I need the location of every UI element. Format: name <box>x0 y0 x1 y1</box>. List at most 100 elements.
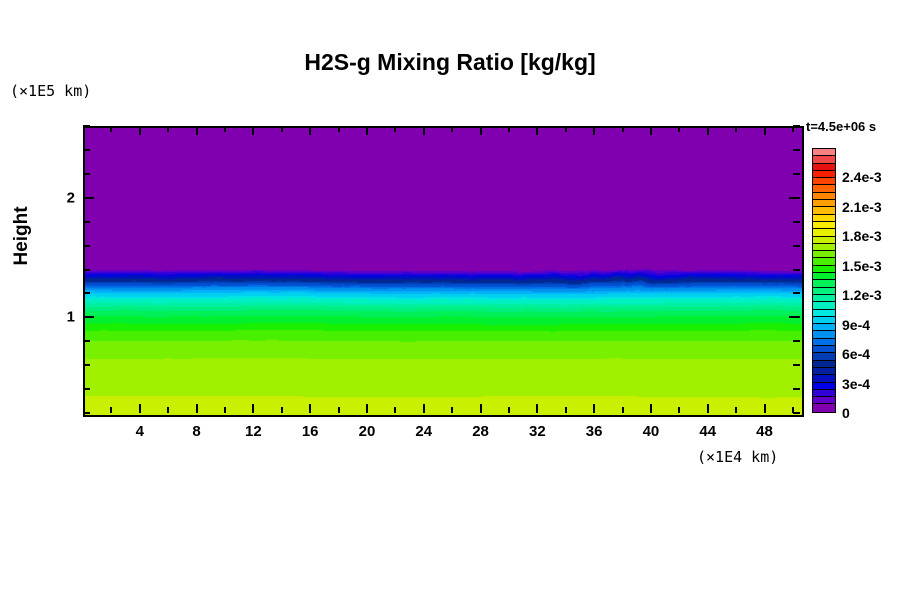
y-tick-0.6 <box>83 364 90 367</box>
y-tick-label-2: 2 <box>66 189 75 207</box>
x-tick-top-12 <box>252 126 255 135</box>
x-tick-44 <box>706 404 709 413</box>
colorbar-tick-label-6: 6e-4 <box>842 346 871 363</box>
x-tick-top-40 <box>649 126 652 135</box>
y-tick-2 <box>83 196 94 199</box>
y-tick-right-1.6 <box>793 244 800 247</box>
colorbar-band-2 <box>813 389 835 398</box>
y-tick-right-0.2 <box>793 412 800 414</box>
colorbar-band-11 <box>813 324 835 332</box>
x-tick-top-20 <box>365 126 368 135</box>
colorbar-band-34 <box>813 156 835 164</box>
x-tick-38 <box>621 407 624 413</box>
y-tick-right-2.6 <box>793 125 800 127</box>
x-tick-label-36: 36 <box>585 423 603 440</box>
x-tick-top-50 <box>791 126 794 132</box>
x-axis-unit-annotation: (×1E4 km) <box>697 448 779 466</box>
colorbar-band-17 <box>813 280 835 288</box>
colorbar-tick-label-2: 1.8e-3 <box>842 228 882 245</box>
x-tick-8 <box>195 404 198 413</box>
colorbar-band-22 <box>813 243 835 252</box>
heatmap-plot-area <box>83 126 804 417</box>
y-tick-1.4 <box>83 268 90 271</box>
y-tick-right-0.4 <box>793 388 800 391</box>
colorbar-band-3 <box>813 382 835 390</box>
x-tick-40 <box>649 404 652 413</box>
heatmap-field <box>85 128 802 415</box>
x-tick-6 <box>167 407 170 413</box>
colorbar-band-0 <box>813 404 835 412</box>
colorbar-band-26 <box>813 214 835 222</box>
colorbar-band-35 <box>813 149 835 157</box>
y-axis-title: Height <box>11 206 32 266</box>
x-tick-top-26 <box>451 126 454 132</box>
y-tick-right-0.6 <box>793 364 800 367</box>
colorbar-band-19 <box>813 265 835 274</box>
colorbar-band-9 <box>813 338 835 347</box>
colorbar-band-31 <box>813 178 835 186</box>
y-tick-0.4 <box>83 388 90 391</box>
colorbar <box>812 148 836 413</box>
x-tick-22 <box>394 407 397 413</box>
colorbar-band-21 <box>813 251 835 259</box>
y-tick-label-1: 1 <box>66 308 75 326</box>
x-tick-top-2 <box>110 126 113 132</box>
y-tick-2.4 <box>83 148 90 151</box>
x-tick-20 <box>365 404 368 413</box>
x-tick-label-24: 24 <box>415 423 433 440</box>
y-tick-0.2 <box>83 412 90 414</box>
y-tick-1.6 <box>83 244 90 247</box>
x-tick-top-10 <box>223 126 226 132</box>
x-tick-top-48 <box>763 126 766 135</box>
x-tick-label-40: 40 <box>642 423 660 440</box>
x-tick-46 <box>735 407 738 413</box>
y-tick-right-1.4 <box>793 268 800 271</box>
x-tick-label-12: 12 <box>245 423 262 440</box>
x-tick-16 <box>309 404 312 413</box>
x-tick-top-46 <box>735 126 738 132</box>
colorbar-tick-label-3: 1.5e-3 <box>842 257 882 274</box>
x-tick-top-8 <box>195 126 198 135</box>
colorbar-band-32 <box>813 170 835 179</box>
x-tick-36 <box>593 404 596 413</box>
x-tick-top-28 <box>479 126 482 135</box>
x-tick-top-42 <box>678 126 681 132</box>
colorbar-tick-label-0: 2.4e-3 <box>842 169 882 186</box>
y-tick-1.8 <box>83 220 90 223</box>
x-tick-label-8: 8 <box>192 423 201 440</box>
x-tick-4 <box>138 404 141 413</box>
x-tick-top-4 <box>138 126 141 135</box>
x-tick-10 <box>223 407 226 413</box>
colorbar-tick-label-8: 0 <box>842 405 850 421</box>
x-tick-top-34 <box>564 126 567 132</box>
colorbar-band-20 <box>813 258 835 266</box>
y-tick-1.2 <box>83 292 90 295</box>
colorbar-band-18 <box>813 273 835 281</box>
colorbar-band-7 <box>813 353 835 361</box>
x-tick-top-24 <box>422 126 425 135</box>
x-tick-14 <box>280 407 283 413</box>
x-tick-top-38 <box>621 126 624 132</box>
x-tick-top-44 <box>706 126 709 135</box>
colorbar-band-10 <box>813 331 835 339</box>
colorbar-band-33 <box>813 163 835 171</box>
x-tick-48 <box>763 404 766 413</box>
colorbar-band-6 <box>813 360 835 368</box>
colorbar-band-16 <box>813 287 835 295</box>
y-tick-right-1.2 <box>793 292 800 295</box>
time-annotation: t=4.5e+06 s <box>806 119 877 134</box>
y-tick-1 <box>83 316 94 319</box>
x-tick-top-36 <box>593 126 596 135</box>
y-tick-0.8 <box>83 340 90 343</box>
chart-title: H2S-g Mixing Ratio [kg/kg] <box>304 49 596 75</box>
colorbar-tick-label-5: 9e-4 <box>842 316 871 333</box>
y-tick-right-2.2 <box>793 172 800 175</box>
x-tick-label-32: 32 <box>528 423 546 440</box>
x-tick-50 <box>791 407 794 413</box>
colorbar-band-24 <box>813 229 835 237</box>
colorbar-tick-label-7: 3e-4 <box>842 375 871 392</box>
y-tick-2.6 <box>83 125 90 127</box>
x-tick-label-16: 16 <box>301 423 319 440</box>
x-tick-top-30 <box>507 126 510 132</box>
